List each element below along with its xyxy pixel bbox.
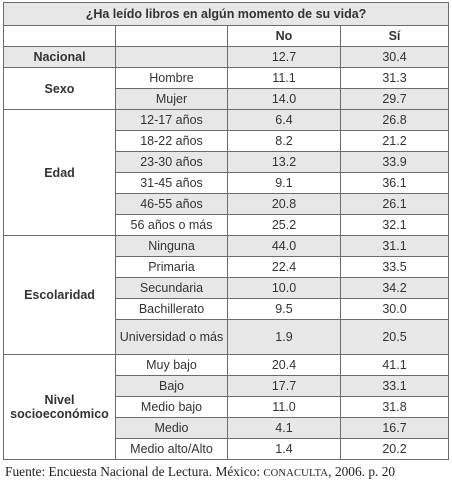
source-footnote: Fuente: Encuesta Nacional de Lectura. Mé… bbox=[5, 464, 395, 480]
row-label: 46-55 años bbox=[115, 193, 228, 215]
table-row: Medio alto/Alto 1.4 20.2 bbox=[4, 438, 449, 460]
empty-cell bbox=[115, 46, 228, 68]
row-label: 31-45 años bbox=[115, 172, 228, 194]
value-si: 31.1 bbox=[340, 235, 449, 257]
value-si: 26.8 bbox=[340, 109, 449, 131]
value-no: 12.7 bbox=[227, 46, 341, 68]
table-title-row: ¿Ha leído libros en algún momento de su … bbox=[3, 2, 449, 26]
row-label: Secundaria bbox=[115, 277, 228, 299]
value-no: 13.2 bbox=[227, 151, 341, 173]
row-label: Medio alto/Alto bbox=[115, 438, 228, 460]
value-si: 34.2 bbox=[340, 277, 449, 299]
value-si: 21.2 bbox=[340, 130, 449, 152]
group-label-edad: Edad bbox=[3, 109, 116, 236]
value-no: 9.5 bbox=[227, 298, 341, 320]
value-no: 1.9 bbox=[227, 319, 341, 355]
value-no: 6.4 bbox=[227, 109, 341, 131]
value-no: 11.1 bbox=[227, 67, 341, 89]
row-label: Hombre bbox=[115, 67, 228, 89]
value-si: 16.7 bbox=[340, 417, 449, 439]
group-label-escolaridad: Escolaridad bbox=[3, 235, 116, 355]
row-label: 18-22 años bbox=[115, 130, 228, 152]
row-label: 12-17 años bbox=[115, 109, 228, 131]
value-no: 9.1 bbox=[227, 172, 341, 194]
row-label: 56 años o más bbox=[115, 214, 228, 236]
value-si: 26.1 bbox=[340, 193, 449, 215]
table-row: Bachillerato 9.5 30.0 bbox=[4, 298, 449, 320]
row-label: Medio bajo bbox=[115, 396, 228, 418]
value-si: 20.5 bbox=[340, 319, 449, 355]
table-row: 31-45 años 9.1 36.1 bbox=[4, 172, 449, 194]
table-row: Sexo Hombre 11.1 31.3 bbox=[3, 67, 449, 110]
table-row: 56 años o más 25.2 32.1 bbox=[4, 214, 449, 236]
row-label: Universidad o más bbox=[115, 319, 228, 355]
table-row: Secundaria 10.0 34.2 bbox=[4, 277, 449, 299]
value-si: 30.0 bbox=[340, 298, 449, 320]
row-label: Muy bajo bbox=[115, 354, 228, 376]
group-label-sexo: Sexo bbox=[3, 67, 116, 110]
survey-table: ¿Ha leído libros en algún momento de su … bbox=[3, 2, 449, 460]
row-label: Medio bbox=[115, 417, 228, 439]
value-no: 22.4 bbox=[227, 256, 341, 278]
value-no: 8.2 bbox=[227, 130, 341, 152]
value-si: 32.1 bbox=[340, 214, 449, 236]
row-label: 23-30 años bbox=[115, 151, 228, 173]
row-label: Mujer bbox=[115, 88, 228, 110]
value-si: 33.9 bbox=[340, 151, 449, 173]
table-row: Primaria 22.4 33.5 bbox=[4, 256, 449, 278]
value-no: 1.4 bbox=[227, 438, 341, 460]
table-title: ¿Ha leído libros en algún momento de su … bbox=[3, 2, 449, 26]
value-no: 17.7 bbox=[227, 375, 341, 397]
row-label: Ninguna bbox=[115, 235, 228, 257]
value-si: 31.8 bbox=[340, 396, 449, 418]
group-label-nivel: Nivel socioeconómico bbox=[3, 354, 116, 460]
value-si: 41.1 bbox=[340, 354, 449, 376]
value-si: 31.3 bbox=[340, 67, 449, 89]
value-si: 30.4 bbox=[340, 46, 449, 68]
row-label: Bajo bbox=[115, 375, 228, 397]
value-no: 14.0 bbox=[227, 88, 341, 110]
empty-header-cell bbox=[3, 25, 116, 47]
group-label-nacional: Nacional bbox=[3, 46, 116, 68]
value-si: 33.5 bbox=[340, 256, 449, 278]
value-no: 44.0 bbox=[227, 235, 341, 257]
value-no: 10.0 bbox=[227, 277, 341, 299]
value-no: 11.0 bbox=[227, 396, 341, 418]
footnote-org: CONACULTA bbox=[263, 468, 329, 479]
value-si: 29.7 bbox=[340, 88, 449, 110]
empty-header-cell bbox=[115, 25, 228, 47]
table-row: Medio bajo 11.0 31.8 bbox=[4, 396, 449, 418]
value-si: 33.1 bbox=[340, 375, 449, 397]
table-row: Mujer 14.0 29.7 bbox=[4, 88, 449, 110]
value-no: 4.1 bbox=[227, 417, 341, 439]
table-row: Universidad o más 1.9 20.5 bbox=[4, 319, 449, 355]
row-label: Bachillerato bbox=[115, 298, 228, 320]
row-label: Primaria bbox=[115, 256, 228, 278]
value-no: 25.2 bbox=[227, 214, 341, 236]
value-si: 20.2 bbox=[340, 438, 449, 460]
footnote-suffix: , 2006. p. 20 bbox=[328, 464, 396, 479]
table-row: Bajo 17.7 33.1 bbox=[4, 375, 449, 397]
table-row: Edad 12-17 años 6.4 26.8 bbox=[3, 109, 449, 236]
footnote-prefix: Fuente: Encuesta Nacional de Lectura. Mé… bbox=[5, 464, 264, 479]
value-no: 20.8 bbox=[227, 193, 341, 215]
table-row: Escolaridad Ninguna 44.0 31.1 bbox=[3, 235, 449, 355]
value-si: 36.1 bbox=[340, 172, 449, 194]
table-row-nacional: Nacional 12.7 30.4 bbox=[3, 46, 449, 68]
column-header-row: No Sí bbox=[3, 25, 449, 47]
value-no: 20.4 bbox=[227, 354, 341, 376]
table-row: Nivel socioeconómico Muy bajo 20.4 41.1 bbox=[3, 354, 449, 460]
column-header-si: Sí bbox=[340, 25, 449, 47]
column-header-no: No bbox=[227, 25, 341, 47]
